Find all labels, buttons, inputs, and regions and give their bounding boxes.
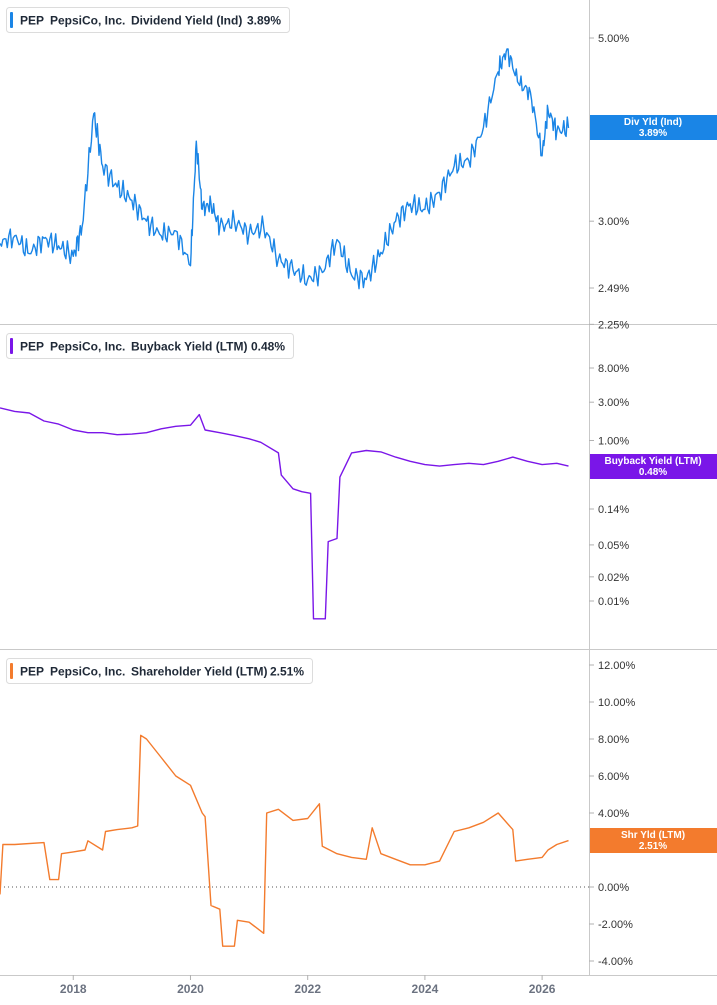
legend-metric: Shareholder Yield (LTM) (131, 665, 267, 679)
shareholder-y-ticks: 12.00% 10.00% 8.00% 6.00% 4.00% 0.00% -2.00% -4… (589, 660, 636, 968)
y-tick-label: 0.02% (598, 572, 629, 584)
legend-metric: Buyback Yield (LTM) (131, 340, 247, 354)
buyback-legend-swatch (10, 338, 13, 354)
legend-value: 3.89% (247, 14, 281, 28)
y-tick-label: 5.00% (598, 33, 629, 45)
y-tick-label: 3.00% (598, 216, 629, 228)
y-tick-label: -4.00% (598, 956, 633, 968)
legend-company: PepsiCo, Inc. (50, 665, 125, 679)
y-tick-label: 3.00% (598, 397, 629, 409)
dividend-legend[interactable]: PEP PepsiCo, Inc. Dividend Yield (Ind) 3… (6, 7, 290, 33)
y-tick-label: 12.00% (598, 660, 636, 672)
x-axis-ticks: 2018 2020 2022 2024 2026 (60, 975, 556, 996)
legend-ticker: PEP (20, 14, 44, 28)
shareholder-legend[interactable]: PEP PepsiCo, Inc. Shareholder Yield (LTM… (6, 658, 313, 684)
x-tick-label: 2024 (412, 982, 439, 996)
y-tick-label: 0.01% (598, 596, 629, 608)
legend-company: PepsiCo, Inc. (50, 14, 125, 28)
legend-value: 2.51% (270, 665, 304, 679)
y-tick-label: 6.00% (598, 771, 629, 783)
badge-value: 2.51% (639, 841, 667, 852)
y-tick-label: 0.05% (598, 540, 629, 552)
badge-label: Buyback Yield (LTM) (604, 456, 701, 467)
badge-label: Shr Yld (LTM) (621, 830, 685, 841)
y-tick-label: 2.49% (598, 283, 629, 295)
dividend-y-ticks: 5.00% 3.00% 2.49% 2.25% (589, 33, 629, 331)
badge-label: Div Yld (Ind) (624, 117, 682, 128)
y-tick-label: 0.00% (598, 882, 629, 894)
badge-value: 0.48% (639, 467, 667, 478)
dividend-value-badge: Div Yld (Ind) 3.89% (590, 115, 717, 140)
badge-value: 3.89% (639, 128, 667, 139)
y-tick-label: 8.00% (598, 363, 629, 375)
shareholder-value-badge: Shr Yld (LTM) 2.51% (590, 828, 717, 853)
y-tick-label: 0.14% (598, 504, 629, 516)
x-tick-label: 2026 (529, 982, 556, 996)
y-tick-label: 10.00% (598, 697, 636, 709)
y-tick-label: 4.00% (598, 808, 629, 820)
shareholder-legend-swatch (10, 663, 13, 679)
buyback-value-badge: Buyback Yield (LTM) 0.48% (590, 454, 717, 479)
dividend-yield-line (0, 48, 570, 290)
x-tick-label: 2022 (294, 982, 321, 996)
dividend-legend-swatch (10, 12, 13, 28)
buyback-y-ticks: 8.00% 3.00% 1.00% 0.14% 0.05% 0.02% 0.01% (589, 363, 629, 608)
y-tick-label: -2.00% (598, 919, 633, 931)
x-tick-label: 2018 (60, 982, 87, 996)
y-tick-label: 2.25% (598, 319, 629, 331)
shareholder-yield-line (0, 734, 569, 947)
y-tick-label: 1.00% (598, 435, 629, 447)
x-tick-label: 2020 (177, 982, 204, 996)
y-tick-label: 8.00% (598, 734, 629, 746)
legend-company: PepsiCo, Inc. (50, 340, 125, 354)
legend-ticker: PEP (20, 340, 44, 354)
buyback-legend[interactable]: PEP PepsiCo, Inc. Buyback Yield (LTM) 0.… (6, 333, 294, 359)
legend-value: 0.48% (251, 340, 285, 354)
legend-ticker: PEP (20, 665, 44, 679)
buyback-yield-line (0, 407, 569, 620)
legend-metric: Dividend Yield (Ind) (131, 14, 242, 28)
